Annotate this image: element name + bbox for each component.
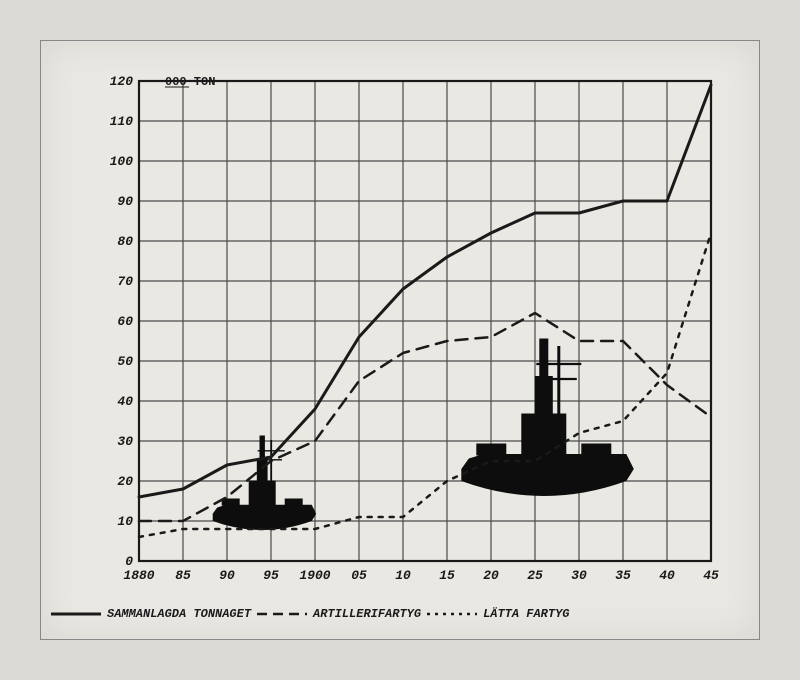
svg-text:0: 0 [125,554,133,569]
chart-svg: 0102030405060708090100110120000 TON18808… [101,71,721,591]
plot-area: 0102030405060708090100110120000 TON18808… [101,71,721,591]
legend-label-total: SAMMANLAGDA TONNAGET [107,607,251,621]
svg-text:70: 70 [117,274,133,289]
svg-text:85: 85 [175,568,191,583]
svg-text:40: 40 [117,394,133,409]
svg-text:10: 10 [395,568,411,583]
svg-text:90: 90 [219,568,235,583]
chart-frame: 0102030405060708090100110120000 TON18808… [40,40,760,640]
legend-swatch-solid [51,609,101,619]
legend-swatch-dash [257,609,307,619]
svg-text:50: 50 [117,354,133,369]
svg-text:20: 20 [483,568,499,583]
svg-text:35: 35 [615,568,631,583]
svg-text:60: 60 [117,314,133,329]
legend-label-artillery: ARTILLERIFARTYG [313,607,421,621]
svg-text:120: 120 [110,74,134,89]
legend-label-light: LÄTTA FARTYG [483,607,569,621]
svg-text:45: 45 [703,568,719,583]
svg-text:95: 95 [263,568,279,583]
svg-text:25: 25 [527,568,543,583]
svg-text:30: 30 [117,434,133,449]
svg-text:15: 15 [439,568,455,583]
svg-text:90: 90 [117,194,133,209]
legend-swatch-dot [427,609,477,619]
svg-text:05: 05 [351,568,367,583]
svg-text:1880: 1880 [123,568,154,583]
legend: SAMMANLAGDA TONNAGET ARTILLERIFARTYG LÄT… [51,607,751,621]
svg-text:10: 10 [117,514,133,529]
svg-text:40: 40 [659,568,675,583]
svg-text:100: 100 [110,154,134,169]
svg-text:30: 30 [571,568,587,583]
svg-text:80: 80 [117,234,133,249]
svg-text:20: 20 [117,474,133,489]
svg-text:1900: 1900 [299,568,330,583]
svg-text:110: 110 [110,114,134,129]
